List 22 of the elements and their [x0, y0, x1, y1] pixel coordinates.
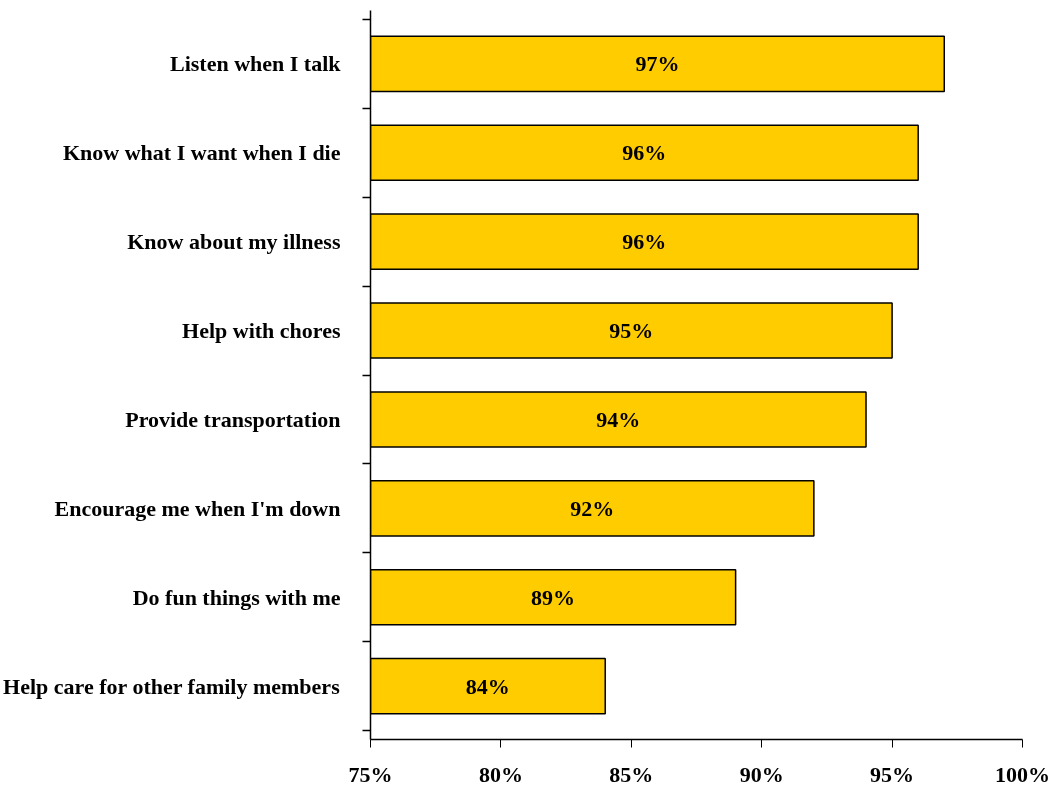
- data-label: 97%: [635, 51, 680, 77]
- data-label: 96%: [622, 229, 667, 255]
- y-tick-label: Know about my illness: [127, 229, 341, 255]
- x-tick-label: 90%: [739, 761, 784, 787]
- y-tick-label: Encourage me when I'm down: [54, 495, 341, 521]
- y-tick-label: Listen when I talk: [169, 51, 342, 77]
- data-label: 96%: [622, 140, 667, 166]
- x-tick-label: 80%: [478, 761, 523, 787]
- data-label: 94%: [596, 406, 641, 432]
- data-label: 92%: [570, 495, 615, 521]
- y-tick-label: Know what I want when I die: [63, 140, 341, 166]
- x-tick-label: 100%: [995, 761, 1050, 787]
- data-label: 89%: [531, 584, 576, 610]
- y-tick-label: Do fun things with me: [132, 584, 341, 610]
- data-label: 95%: [609, 318, 654, 344]
- x-tick-label: 85%: [609, 761, 654, 787]
- x-tick-label: 75%: [348, 761, 393, 787]
- data-label: 84%: [465, 673, 510, 699]
- y-tick-label: Help care for other family members: [3, 673, 341, 699]
- y-tick-label: Provide transportation: [125, 406, 341, 432]
- y-tick-label: Help with chores: [182, 318, 341, 344]
- x-tick-label: 95%: [870, 761, 915, 787]
